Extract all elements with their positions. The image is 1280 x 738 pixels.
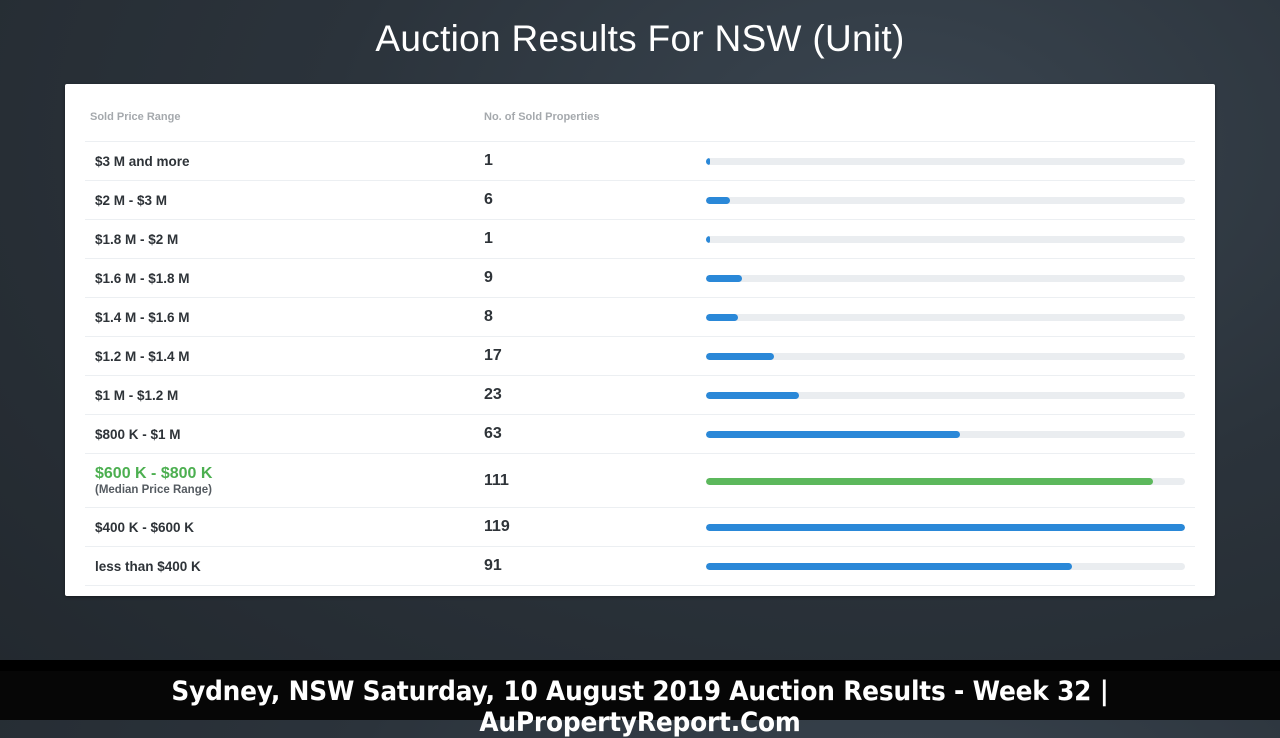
price-range-cell: $2 M - $3 M [95, 181, 167, 219]
sold-count-value: 6 [484, 191, 493, 208]
bar [706, 563, 1073, 570]
price-range-label: $1.4 M - $1.6 M [95, 309, 190, 325]
results-table: Sold Price Range No. of Sold Properties … [85, 84, 1195, 586]
sold-count-value: 63 [484, 425, 502, 442]
results-card: Sold Price Range No. of Sold Properties … [65, 84, 1215, 596]
price-range-cell: $1.2 M - $1.4 M [95, 337, 190, 375]
table-row: $800 K - $1 M 63 [85, 415, 1195, 454]
bar-track [706, 392, 1185, 399]
price-range-label: $3 M and more [95, 153, 190, 169]
bar [706, 524, 1185, 531]
median-bar [706, 477, 1153, 485]
table-row: $1.4 M - $1.6 M 8 [85, 298, 1195, 337]
sold-count-value: 1 [484, 230, 493, 247]
price-range-label: $400 K - $600 K [95, 519, 195, 535]
price-range-label: $1.6 M - $1.8 M [95, 270, 190, 286]
bar-track [706, 524, 1185, 531]
bar [706, 431, 960, 438]
price-range-label: $1 M - $1.2 M [95, 387, 179, 403]
bar-track [706, 477, 1185, 485]
price-range-cell: less than $400 K [95, 547, 201, 585]
bar-track [706, 197, 1185, 204]
table-row: $2 M - $3 M 6 [85, 181, 1195, 220]
sold-count-value: 9 [484, 269, 493, 286]
bar-track [706, 275, 1185, 282]
price-range-cell: $400 K - $600 K [95, 508, 194, 546]
bar [706, 236, 711, 243]
sold-count-value: 23 [484, 386, 502, 403]
table-row: $1.6 M - $1.8 M 9 [85, 259, 1195, 298]
footer-bar [0, 671, 1280, 720]
bar [706, 158, 711, 165]
bar-track [706, 563, 1185, 570]
table-header: Sold Price Range No. of Sold Properties [85, 84, 1195, 142]
price-range-cell: $1 M - $1.2 M [95, 376, 178, 414]
page-title: Auction Results For NSW (Unit) [375, 18, 905, 59]
price-range-cell: $1.6 M - $1.8 M [95, 259, 190, 297]
footer-caption: Sydney, NSW Saturday, 10 August 2019 Auc… [171, 676, 1109, 738]
sold-count-value: 119 [484, 518, 510, 535]
bar [706, 197, 731, 204]
sold-count-value: 17 [484, 347, 502, 364]
price-range-label: $1.8 M - $2 M [95, 231, 179, 247]
table-row: $3 M and more 1 [85, 142, 1195, 181]
price-range-label: $800 K - $1 M [95, 426, 181, 442]
table-row: $600 K - $800 K (Median Price Range) 111 [85, 454, 1195, 508]
table-row: $400 K - $600 K 119 [85, 508, 1195, 547]
price-range-label: $1.2 M - $1.4 M [95, 348, 190, 364]
price-range-cell: $3 M and more [95, 142, 190, 180]
sold-count-value: 91 [484, 557, 502, 574]
sold-count-value: 1 [484, 152, 493, 169]
bar-track [706, 236, 1185, 243]
median-range-note: (Median Price Range) [95, 483, 212, 496]
price-range-cell: $1.8 M - $2 M [95, 220, 178, 258]
sold-count-value: 8 [484, 308, 493, 325]
bar-track [706, 431, 1185, 438]
price-range-cell: $1.4 M - $1.6 M [95, 298, 190, 336]
column-header-price-range: Sold Price Range [90, 111, 181, 123]
price-range-label: $2 M - $3 M [95, 192, 168, 208]
price-range-cell: $600 K - $800 K (Median Price Range) [95, 454, 212, 507]
sold-count-value: 111 [484, 471, 509, 489]
table-row: less than $400 K 91 [85, 547, 1195, 586]
bar-track [706, 353, 1185, 360]
bar [706, 314, 739, 321]
bar [706, 275, 743, 282]
bar-track [706, 314, 1185, 321]
bar-track [706, 158, 1185, 165]
price-range-label: less than $400 K [95, 558, 201, 574]
table-body: $3 M and more 1 $2 M - $3 M 6 $1.8 M - $2 M 1… [85, 142, 1195, 586]
bar [706, 392, 799, 399]
footer-banner: Sydney, NSW Saturday, 10 August 2019 Auc… [0, 660, 1280, 738]
table-row: $1 M - $1.2 M 23 [85, 376, 1195, 415]
price-range-cell: $800 K - $1 M [95, 415, 181, 453]
bar [706, 353, 775, 360]
column-header-sold-count: No. of Sold Properties [484, 111, 600, 123]
price-range-label: $600 K - $800 K [95, 464, 213, 482]
table-row: $1.2 M - $1.4 M 17 [85, 337, 1195, 376]
table-row: $1.8 M - $2 M 1 [85, 220, 1195, 259]
